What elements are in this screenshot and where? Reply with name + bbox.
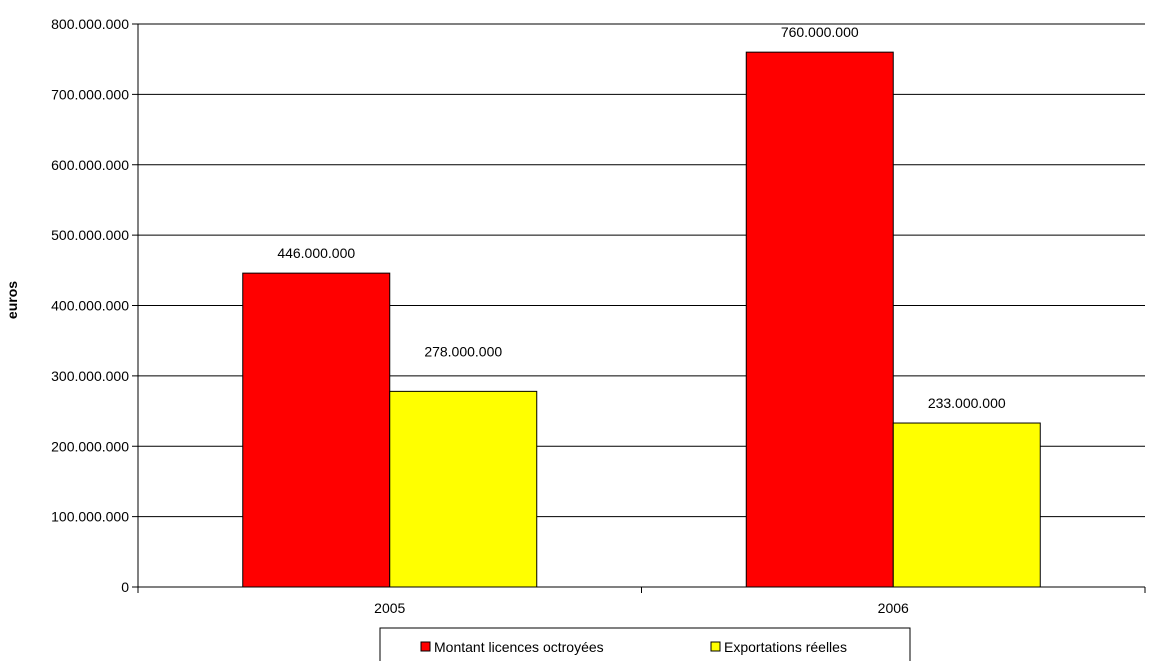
legend: Montant licences octroyées Exportations r… <box>379 627 911 661</box>
y-tick-label: 100.000.000 <box>51 509 129 525</box>
y-tick-label: 0 <box>121 579 129 595</box>
y-tick-label: 400.000.000 <box>51 298 129 314</box>
y-tick-label: 600.000.000 <box>51 157 129 173</box>
data-label: 446.000.000 <box>277 245 355 261</box>
data-label: 760.000.000 <box>781 24 859 40</box>
legend-swatch <box>710 641 721 652</box>
bar-2005-series-2 <box>389 390 538 588</box>
y-tick-label: 300.000.000 <box>51 368 129 384</box>
bars <box>242 51 1041 588</box>
bar-2006-series-1 <box>745 51 894 588</box>
y-tick-label: 700.000.000 <box>51 86 129 102</box>
legend-swatch <box>420 641 431 652</box>
bar-2006-series-2 <box>892 422 1041 588</box>
x-tick-label: 2005 <box>374 600 405 616</box>
legend-label: Montant licences octroyées <box>434 639 604 655</box>
y-tick-label: 200.000.000 <box>51 438 129 454</box>
legend-label: Exportations réelles <box>724 639 847 655</box>
y-tick-label: 800.000.000 <box>51 16 129 32</box>
x-tick-label: 2006 <box>878 600 909 616</box>
bar-2005-series-1 <box>242 272 391 588</box>
data-labels: 446.000.000 278.000.000 760.000.000 233.000… <box>277 24 1006 411</box>
data-label: 278.000.000 <box>424 343 502 359</box>
y-tick-label: 500.000.000 <box>51 227 129 243</box>
y-axis-ticks: 0 100.000.000 200.000.000 300.000.000 400.00… <box>51 16 138 595</box>
y-axis-title: euros <box>4 281 20 319</box>
x-axis: 2005 2006 <box>137 24 1146 616</box>
data-label: 233.000.000 <box>928 395 1006 411</box>
legend-box <box>379 627 911 661</box>
